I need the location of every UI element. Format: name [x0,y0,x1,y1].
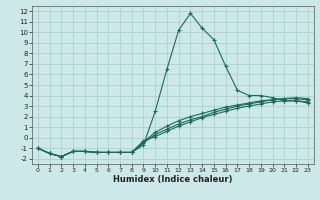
X-axis label: Humidex (Indice chaleur): Humidex (Indice chaleur) [113,175,233,184]
